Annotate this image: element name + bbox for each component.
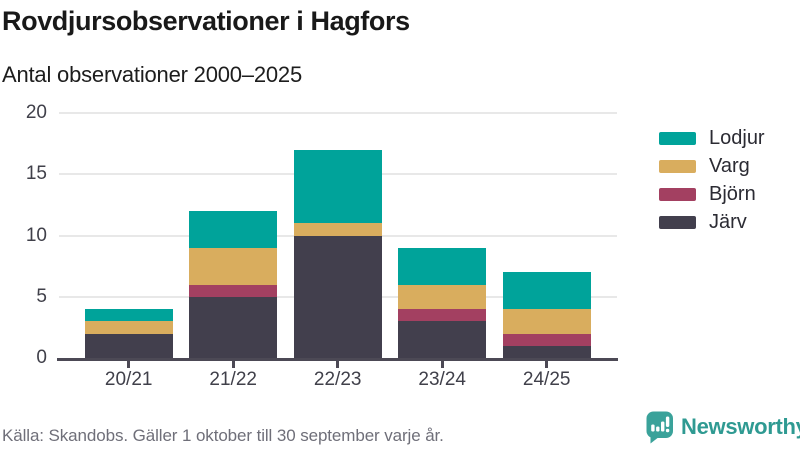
y-axis-label: 10 (25, 224, 47, 246)
legend-item-björn: Björn (659, 180, 765, 208)
bar-segment-järv (398, 321, 487, 358)
bar-23/24 (398, 247, 487, 358)
y-axis-label: 0 (36, 347, 47, 368)
bar-segment-varg (398, 284, 487, 309)
y-axis-label: 15 (25, 163, 47, 185)
bar-segment-järv (293, 235, 382, 358)
bar-segment-lodjur (502, 272, 591, 309)
x-axis-tick (336, 361, 340, 368)
bar-segment-varg (293, 223, 382, 236)
bar-20/21 (84, 309, 173, 358)
x-axis-label: 22/23 (313, 369, 362, 390)
source-note: Källa: Skandobs. Gäller 1 oktober till 3… (2, 426, 444, 445)
y-axis-label: 20 (25, 102, 47, 123)
bar-segment-varg (84, 321, 173, 334)
legend: Lodjur Varg Björn Järv (659, 124, 765, 236)
bar-21/22 (189, 211, 278, 358)
bar-segment-varg (502, 309, 591, 334)
bar-segment-björn (398, 309, 487, 322)
bar-22/23 (293, 149, 382, 358)
y-axis-label: 5 (36, 285, 47, 307)
bar-segment-varg (189, 247, 278, 285)
legend-item-lodjur: Lodjur (659, 124, 765, 152)
x-axis-tick (440, 361, 444, 368)
bar-segment-björn (189, 284, 278, 297)
x-axis-label: 24/25 (522, 369, 571, 390)
legend-label: Järv (709, 210, 747, 233)
bar-segment-järv (84, 333, 173, 358)
legend-item-varg: Varg (659, 152, 765, 180)
x-axis-tick (545, 361, 549, 368)
bar-segment-lodjur (398, 247, 487, 285)
legend-swatch (659, 215, 696, 229)
legend-swatch (659, 131, 696, 145)
x-axis-label: 21/22 (209, 369, 257, 390)
bar-24/25 (502, 272, 591, 358)
bar-segment-järv (189, 296, 278, 358)
gridline (59, 112, 617, 114)
legend-swatch (659, 159, 696, 173)
x-axis-tick (127, 361, 131, 368)
newsworthy-logo[interactable]: Newsworthy (646, 410, 800, 444)
legend-label: Varg (709, 154, 750, 177)
x-axis-tick (231, 361, 235, 368)
legend-item-järv: Järv (659, 208, 765, 236)
newsworthy-wordmark: Newsworthy (681, 414, 800, 439)
x-axis-line (57, 358, 618, 361)
x-axis-label: 20/21 (104, 369, 153, 390)
x-axis-label: 23/24 (418, 369, 466, 390)
bar-segment-björn (502, 333, 591, 346)
chart-subtitle: Antal observationer 2000–2025 (2, 62, 302, 87)
legend-swatch (659, 187, 696, 201)
newsworthy-icon (646, 411, 673, 444)
legend-label: Björn (709, 182, 756, 205)
bar-segment-lodjur (189, 211, 278, 248)
bar-segment-lodjur (84, 309, 173, 322)
bar-segment-lodjur (293, 149, 382, 224)
bar-segment-järv (502, 345, 591, 358)
legend-label: Lodjur (709, 126, 765, 149)
chart-title: Rovdjursobservationer i Hagfors (2, 6, 410, 36)
